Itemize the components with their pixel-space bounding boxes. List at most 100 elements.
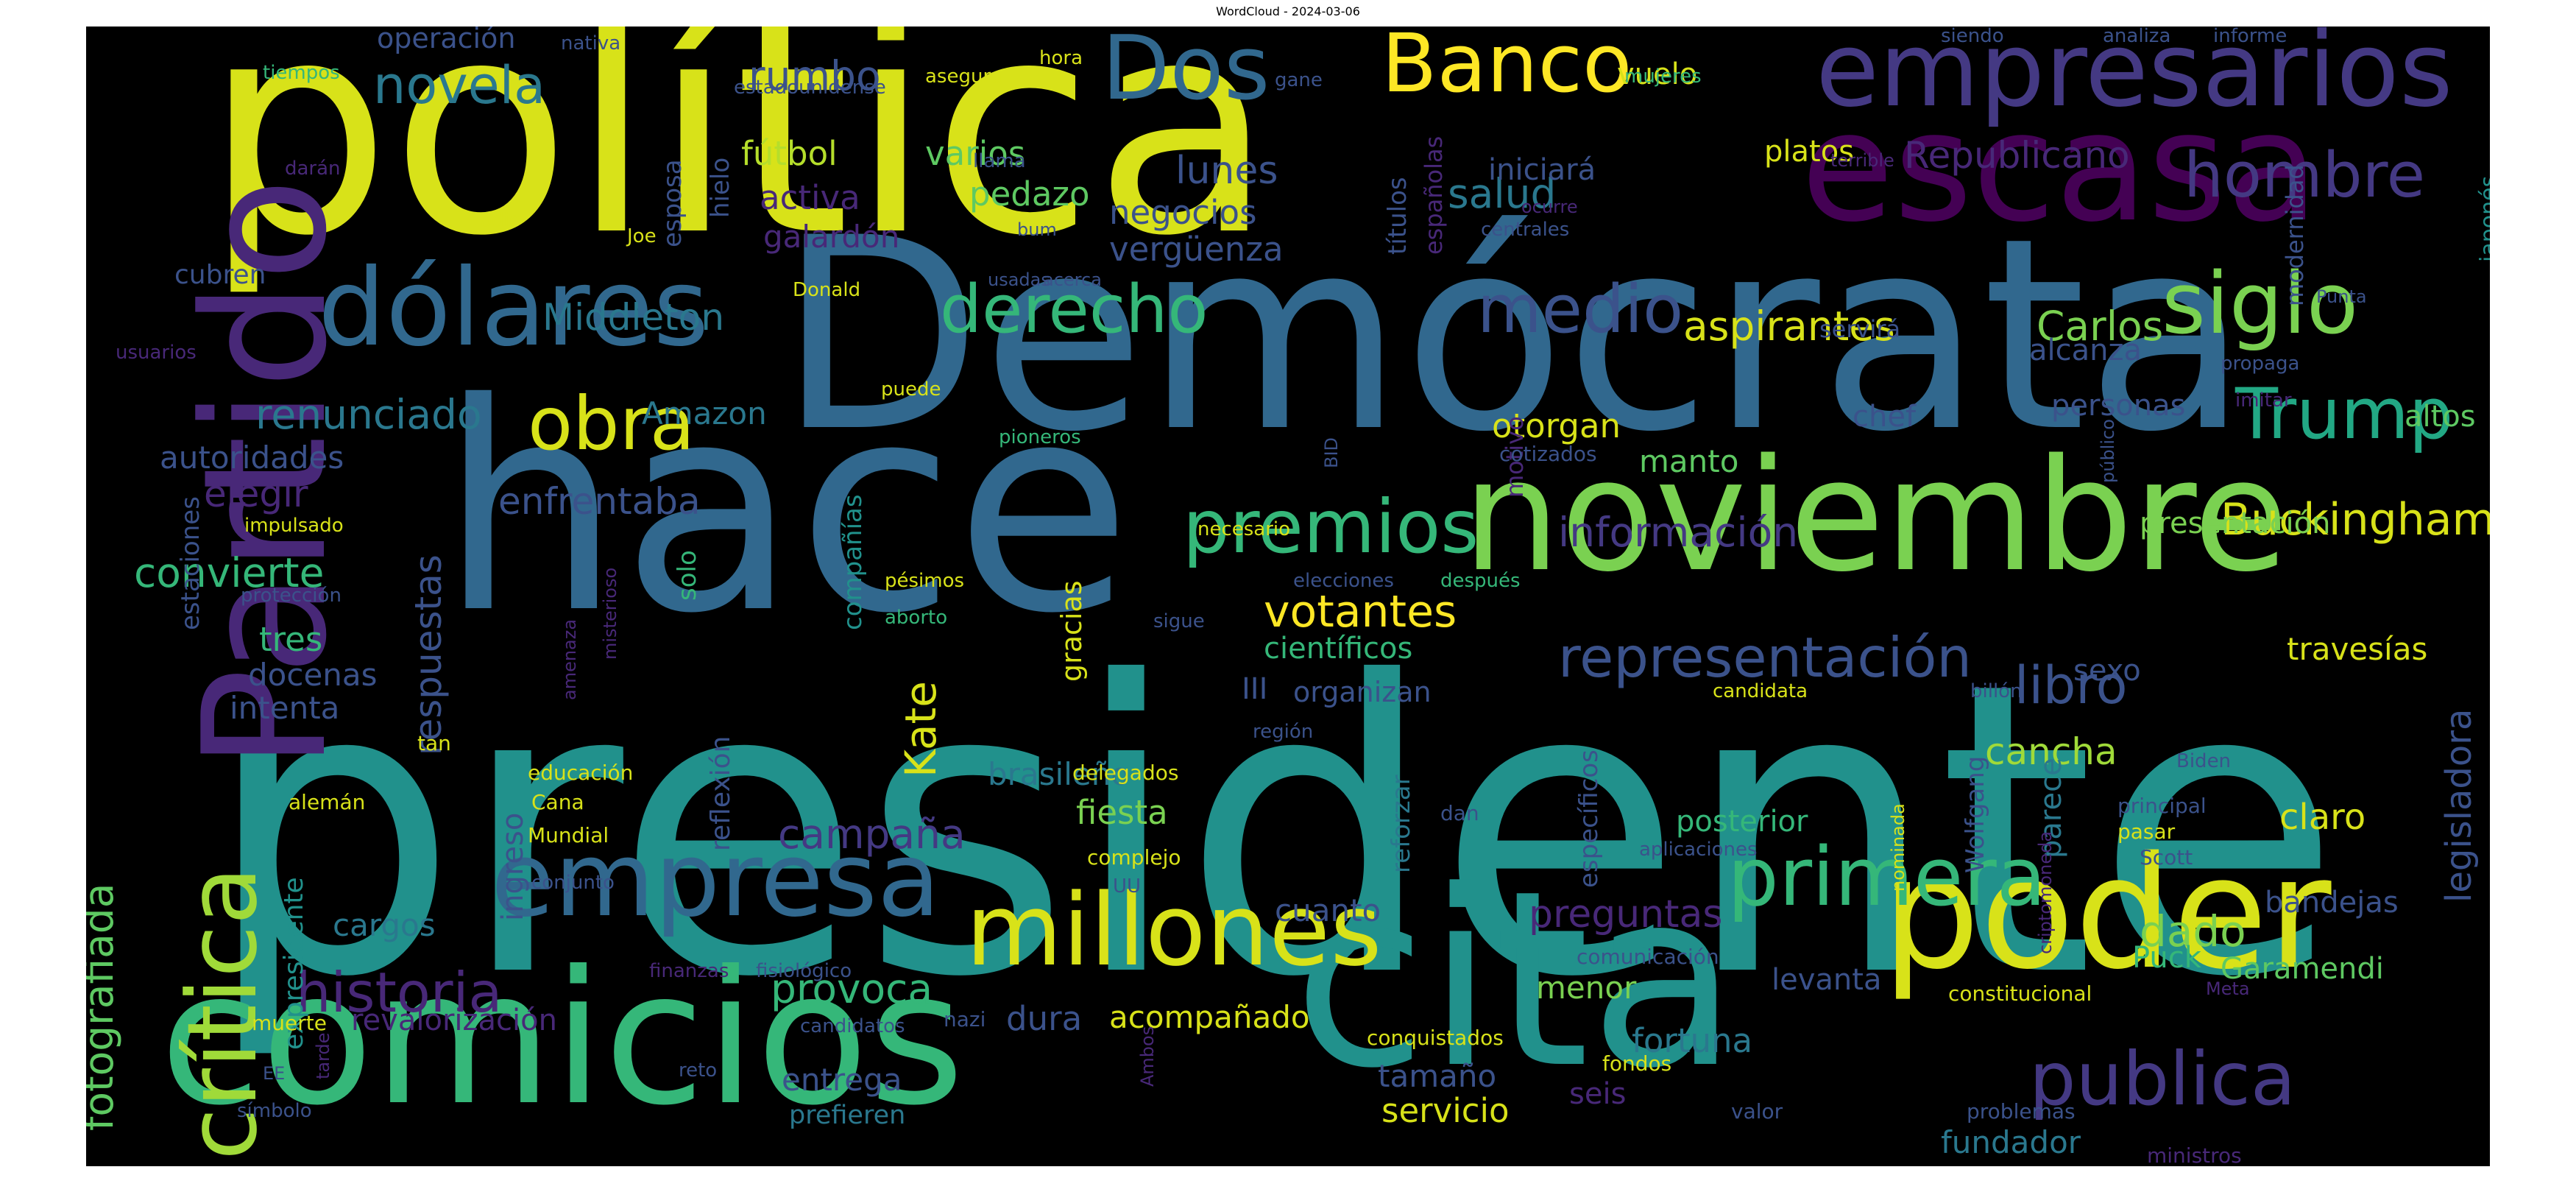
word-128: siendo (1941, 27, 2004, 47)
word-169: Mundial (528, 823, 609, 847)
word-96: iniciará (1488, 153, 1596, 187)
word-62: Amazon (642, 395, 767, 431)
word-122: tiempos (263, 62, 340, 84)
word-4: comicios (160, 931, 965, 1146)
word-126: gane (1275, 69, 1323, 91)
word-95: alcanza (2029, 334, 2142, 367)
word-105: gracias (1055, 580, 1088, 682)
word-188: candidatos (800, 1015, 905, 1037)
word-13: millones (966, 872, 1382, 988)
word-60: autoridades (160, 440, 344, 476)
word-42: fotografiada (86, 883, 122, 1131)
word-75: seis (1569, 1077, 1627, 1111)
word-110: estaciones (176, 496, 205, 630)
word-0: presidente (204, 597, 2342, 1065)
word-171: Biden (2176, 750, 2232, 772)
word-100: III (1242, 672, 1268, 706)
word-40: enfrentaba (498, 480, 701, 523)
word-117: modernidad (2281, 164, 2309, 306)
word-146: imitar (2235, 389, 2292, 412)
word-3: Demócrata (778, 181, 2248, 490)
word-50: Republicano (1904, 134, 2130, 177)
word-199: ministros (2147, 1143, 2242, 1166)
word-22: Trump (2235, 374, 2454, 455)
word-58: activa (760, 178, 860, 217)
word-156: aborto (885, 607, 948, 629)
word-47: cancha (1985, 730, 2117, 773)
word-92: personas (2051, 389, 2186, 423)
word-196: fondos (1602, 1051, 1672, 1076)
word-132: llama (973, 150, 1026, 172)
word-172: principal (2117, 794, 2207, 818)
word-99: científicos (1264, 632, 1413, 666)
word-179: complejo (1087, 845, 1181, 870)
word-163: billón (1970, 680, 2023, 702)
word-51: lunes (1175, 149, 1278, 193)
word-177: dan (1440, 801, 1479, 825)
word-72: tamaño (1378, 1058, 1497, 1094)
word-32: renunciado (255, 391, 482, 438)
word-65: intenta (230, 690, 340, 726)
word-160: misterioso (600, 567, 620, 660)
word-116: españolas (1420, 135, 1448, 255)
word-127: mujeres (1624, 66, 1702, 88)
word-29: novela (373, 55, 546, 116)
word-56: negocios (1109, 193, 1257, 232)
word-182: comunicación (1577, 945, 1719, 969)
word-88: sexo (2073, 654, 2141, 688)
word-98: vuelo (1617, 57, 1698, 91)
word-63: tres (259, 620, 323, 659)
word-5: cita (1293, 839, 1738, 1121)
word-190: tarde (313, 1032, 333, 1079)
word-23: derecho (940, 271, 1209, 348)
word-173: pasar (2117, 819, 2176, 844)
word-138: terrible (1830, 150, 1894, 171)
word-44: provoca (771, 965, 933, 1012)
word-118: japonés (2476, 175, 2490, 262)
word-141: Donald (793, 279, 861, 301)
word-35: aspirantes (1683, 303, 1895, 350)
word-193: símbolo (237, 1100, 312, 1122)
word-7: noviembre (1462, 426, 2289, 606)
word-97: platos (1764, 135, 1855, 169)
word-43: convierte (134, 549, 325, 596)
word-133: odio (480, 209, 521, 231)
word-125: hora (1039, 47, 1083, 69)
word-176: nominada (1888, 803, 1908, 892)
word-148: pioneros (999, 426, 1081, 448)
word-34: dado (2140, 906, 2246, 956)
word-108: específicos (1574, 750, 1604, 888)
word-195: conquistados (1367, 1026, 1504, 1050)
word-57: vergüenza (1109, 230, 1284, 269)
word-82: Puck (2132, 941, 2201, 975)
word-10: empresarios (1816, 27, 2453, 130)
word-70: entrega (782, 1062, 902, 1098)
word-31: Buckingham (2221, 494, 2490, 546)
word-41: respuestas (407, 554, 450, 755)
word-153: necesario (1197, 518, 1291, 540)
word-109: Wolfgang (1961, 755, 1990, 873)
word-52: pedazo (969, 174, 1090, 214)
word-147: puede (881, 378, 941, 401)
word-76: menor (1536, 970, 1637, 1006)
word-83: Garamendi (2221, 952, 2384, 986)
word-36: Carlos (2037, 303, 2164, 350)
word-159: sigue (1153, 610, 1205, 632)
word-165: tan (417, 731, 451, 755)
word-187: muerte (252, 1011, 327, 1035)
word-183: constitucional (1948, 981, 2092, 1006)
chart-title: WordCloud - 2024-03-06 (1216, 4, 1360, 18)
word-104: reflexión (706, 736, 736, 852)
word-85: claro (2279, 797, 2366, 838)
word-189: nazi (944, 1007, 986, 1031)
word-59: galardón (763, 219, 900, 255)
word-150: público (2098, 419, 2118, 483)
word-166: educación (528, 761, 634, 785)
word-129: analiza (2103, 27, 2171, 47)
word-24: medio (1477, 271, 1684, 348)
word-49: preguntas (1529, 892, 1723, 937)
word-130: informe (2213, 27, 2287, 47)
wordcloud-canvas: presidente política hace Demócrata comicios c… (86, 27, 2490, 1166)
word-28: libro (2014, 655, 2128, 716)
word-111: operación (377, 27, 516, 54)
